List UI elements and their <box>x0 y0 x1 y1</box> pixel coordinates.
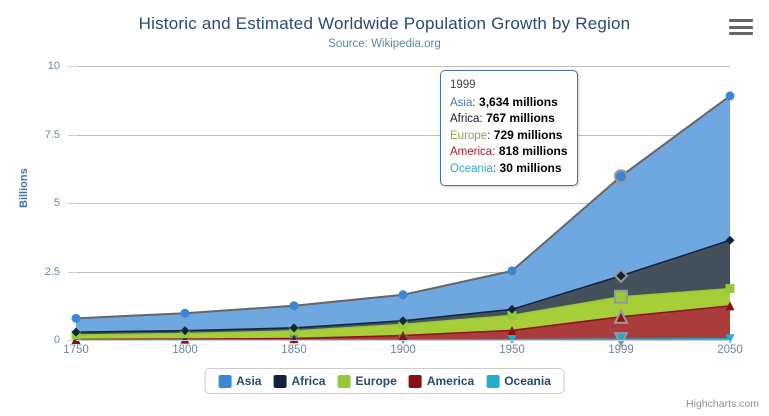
tooltip-row: Oceania: 30 millions <box>450 161 568 178</box>
legend-items: Asia Africa Europe America Oceania <box>215 374 554 388</box>
tooltip-series-name: Oceania <box>450 162 493 175</box>
y-axis-tick-label: 0 <box>53 334 60 346</box>
data-point-europe-1950[interactable] <box>507 310 517 320</box>
tooltip: 1999 Asia: 3,634 millions Africa: 767 mil… <box>440 70 578 186</box>
legend-swatch-europe <box>337 374 351 388</box>
chart-title: Historic and Estimated Worldwide Populat… <box>138 14 631 33</box>
data-point-america-1800[interactable] <box>180 334 190 344</box>
data-point-africa-1900[interactable] <box>398 316 408 326</box>
data-point-africa-1950[interactable] <box>507 304 517 314</box>
gridline <box>76 66 730 67</box>
credits-watermark: Highcharts.com <box>686 398 759 410</box>
tooltip-rows: Asia: 3,634 millions Africa: 767 millions… <box>450 95 568 178</box>
tooltip-series-value: 30 millions <box>499 160 562 175</box>
gridline <box>76 271 730 273</box>
legend-label: Oceania <box>504 374 551 388</box>
y-axis-tick-mark <box>68 134 75 136</box>
data-point-asia-1950[interactable] <box>507 266 517 276</box>
legend-label: Asia <box>236 374 262 388</box>
tooltip-row: Africa: 767 millions <box>450 111 568 128</box>
hamburger-menu-icon[interactable] <box>729 17 753 37</box>
y-axis-tick-mark <box>68 203 75 204</box>
y-axis-tick-label: 10 <box>47 60 60 72</box>
x-axis-tick-label: 1750 <box>63 344 89 356</box>
legend-label: Africa <box>291 374 326 388</box>
menu-bar-3 <box>729 32 753 35</box>
y-axis-tick-label: 2.5 <box>44 265 60 278</box>
legend-swatch-africa <box>273 374 287 388</box>
gridline <box>76 134 730 136</box>
series-area-asia <box>76 95 730 340</box>
legend-label: America <box>426 374 475 388</box>
data-point-africa-1750[interactable] <box>71 327 81 337</box>
series-area-america <box>76 305 730 340</box>
x-axis-tick-label: 1800 <box>172 344 198 356</box>
legend-label: Europe <box>355 374 397 388</box>
gridline <box>76 203 730 204</box>
tooltip-row: America: 818 millions <box>450 144 568 161</box>
plot-area <box>71 66 735 348</box>
menu-bar-2 <box>729 25 753 29</box>
data-point-oceania-1999[interactable] <box>613 332 629 348</box>
chart-legend: Asia Africa Europe America Oceania <box>204 368 565 394</box>
tooltip-series-name: Africa <box>450 113 480 125</box>
tooltip-series-value: 729 millions <box>493 127 563 142</box>
data-point-asia-1900[interactable] <box>398 290 408 300</box>
tooltip-series-value: 3,634 millions <box>479 94 558 109</box>
data-point-asia-1750[interactable] <box>71 313 81 323</box>
x-axis-tick-label: 1999 <box>608 344 634 356</box>
data-point-asia-1999[interactable] <box>614 169 628 184</box>
data-point-asia-2050[interactable] <box>725 91 735 101</box>
data-point-africa-2050[interactable] <box>725 235 735 245</box>
data-point-america-1900[interactable] <box>398 331 408 341</box>
tooltip-series-value: 818 millions <box>498 144 568 158</box>
data-point-europe-2050[interactable] <box>725 284 735 294</box>
tooltip-series-name: America <box>450 146 493 158</box>
series-layer <box>71 91 735 348</box>
tooltip-separator: : <box>492 144 499 158</box>
legend-item-america[interactable]: America <box>406 374 477 388</box>
data-point-oceania-1950[interactable] <box>507 335 517 345</box>
x-axis-line <box>76 340 730 341</box>
tooltip-separator: : <box>472 94 480 109</box>
tooltip-series-name: Europe <box>450 129 488 142</box>
tooltip-series-value: 767 millions <box>486 111 555 125</box>
legend-item-europe[interactable]: Europe <box>334 374 399 388</box>
x-axis-tick-label: 1900 <box>390 344 416 356</box>
tooltip-row: Europe: 729 millions <box>450 128 568 145</box>
x-axis-tick-label: 1850 <box>281 344 307 356</box>
legend-swatch-america <box>408 374 422 388</box>
data-point-africa-1850[interactable] <box>289 323 299 333</box>
legend-item-asia[interactable]: Asia <box>215 374 264 388</box>
x-axis-tick-label: 1950 <box>499 344 525 356</box>
tooltip-row: Asia: 3,634 millions <box>450 95 568 112</box>
data-point-europe-1999[interactable] <box>614 289 628 304</box>
data-point-oceania-2050[interactable] <box>725 334 735 344</box>
y-axis-tick-mark <box>68 271 75 273</box>
chart-subtitle: Source: Wikipedia.org <box>328 38 441 50</box>
tooltip-header: 1999 <box>450 79 476 91</box>
tooltip-series-name: Asia <box>450 96 473 109</box>
data-point-asia-1800[interactable] <box>180 308 190 318</box>
y-axis-tick-label: 7.5 <box>44 128 60 141</box>
data-point-africa-1800[interactable] <box>180 326 190 336</box>
menu-bar-1 <box>729 19 753 22</box>
data-point-asia-1850[interactable] <box>289 301 299 311</box>
data-point-america-1999[interactable] <box>613 308 629 324</box>
legend-swatch-asia <box>218 374 232 388</box>
x-axis-tick-label: 2050 <box>717 344 743 356</box>
y-axis-tick-label: 5 <box>53 197 60 209</box>
tooltip-separator: : <box>479 111 487 125</box>
legend-item-africa[interactable]: Africa <box>270 374 328 388</box>
y-axis-tick-mark <box>68 340 75 341</box>
data-point-africa-1999[interactable] <box>613 268 629 284</box>
data-point-america-1950[interactable] <box>507 325 517 335</box>
legend-swatch-oceania <box>486 374 500 388</box>
legend-item-oceania[interactable]: Oceania <box>483 374 554 388</box>
tooltip-separator: : <box>492 160 500 175</box>
tooltip-separator: : <box>487 127 494 142</box>
data-point-america-2050[interactable] <box>725 301 735 311</box>
y-axis-tick-mark <box>68 66 75 67</box>
